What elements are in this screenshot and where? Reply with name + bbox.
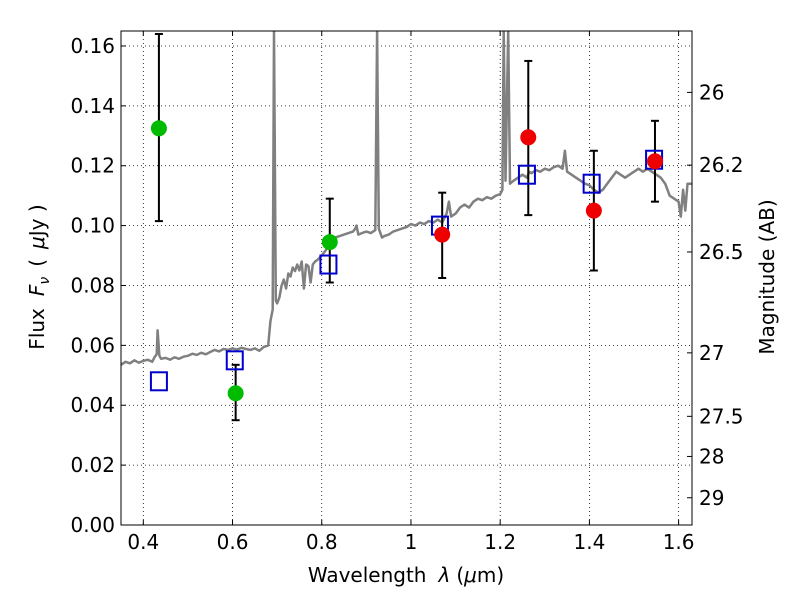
x-tick-label: 1.6 [663,530,695,554]
y2-tick-label: 27 [699,341,724,365]
model-square-marker [517,164,536,185]
data-markers [149,120,664,402]
y-axis-title: FluxFν(μJy ) [25,204,53,349]
spectrum-line [121,31,692,366]
y-tick-label: 0.00 [70,513,115,537]
y2-axis-title: Magnitude (AB) [755,199,779,354]
x-tick-label: 0.8 [306,530,338,554]
y-tick-label: 0.08 [70,273,115,297]
y2-tick-label: 27.5 [699,404,744,428]
red-data-point [434,226,451,243]
x-tick-label: 0.4 [127,530,159,554]
y2-tick-label: 26.2 [699,153,744,177]
green-data-point [321,234,338,251]
model-square-marker [582,173,601,194]
y-tick-label: 0.10 [70,214,115,238]
y-tick-label: 0.02 [70,453,115,477]
y2-tick-label: 26 [699,80,724,104]
model-square-marker [225,350,244,371]
y-tick-label: 0.14 [70,94,115,118]
green-data-point [150,120,167,137]
y2-tick-label: 29 [699,486,724,510]
green-data-point [227,385,244,402]
grid [121,31,692,526]
red-data-point [585,202,602,219]
axis-ticks: 0.4 0.6 0.8 1 1.2 1.4 1.6 0.00 0.02 0.04 0.06 0.08 0… [70,31,744,554]
red-data-point [646,153,663,170]
x-tick-label: 0.6 [217,530,249,554]
x-tick-label: 1.4 [573,530,605,554]
x-axis-title: Wavelength λ (μm) [308,563,504,587]
x-tick-label: 1.2 [484,530,516,554]
red-data-point [520,129,537,146]
y-tick-label: 0.16 [70,34,115,58]
spectrum-series [121,31,692,366]
y2-tick-label: 28 [699,444,724,468]
plot-frame [120,30,693,526]
y-tick-label: 0.06 [70,333,115,357]
y2-tick-label: 26.5 [699,240,744,264]
model-square-marker [319,254,338,275]
y-tick-label: 0.04 [70,393,115,417]
y-tick-label: 0.12 [70,154,115,178]
x-tick-label: 1 [405,530,418,554]
model-square-marker [149,371,168,392]
